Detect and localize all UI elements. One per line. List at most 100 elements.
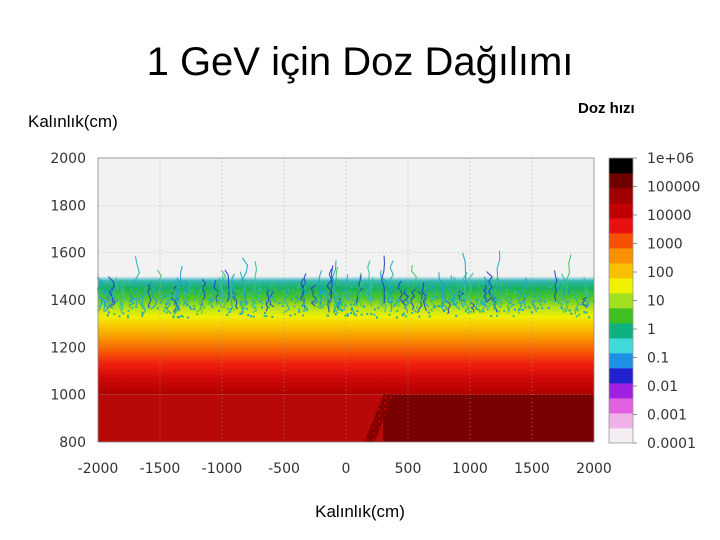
dose-fringe-dot <box>302 314 305 317</box>
colorbar-segment <box>609 308 633 324</box>
dose-fringe-dot <box>164 307 167 310</box>
dose-fringe-dot <box>314 286 317 289</box>
dose-fringe-dot <box>105 293 107 296</box>
dose-fringe-dot <box>378 291 381 294</box>
grid-layer <box>97 157 595 443</box>
dose-fringe-dot <box>442 310 445 312</box>
dose-fringe-dot <box>544 299 547 302</box>
dose-fringe-dot <box>189 305 191 308</box>
dose-fringe-dot <box>104 289 107 292</box>
dose-fringe-dot <box>422 295 425 297</box>
dose-spike <box>219 270 227 306</box>
colorbar-segment <box>609 188 633 204</box>
dose-fringe-dot <box>398 289 401 292</box>
dose-transition-speckle <box>364 394 394 442</box>
x-tick-label: -2000 <box>78 461 119 477</box>
dose-fringe-dot <box>396 310 399 312</box>
dose-fringe-dot <box>110 305 113 308</box>
dose-fringe-dot <box>427 311 430 314</box>
dose-fringe-dot <box>136 289 139 292</box>
dose-fringe-dot <box>366 312 369 315</box>
dose-fringe-dot <box>358 299 361 302</box>
dose-fringe-dot <box>304 291 306 294</box>
dose-fringe-dot <box>294 313 297 316</box>
dose-fringe-dot <box>426 287 428 289</box>
dose-fringe-dot <box>341 289 344 292</box>
dose-spike <box>467 272 474 307</box>
dose-fringe-dot <box>242 307 245 310</box>
dose-fringe-dot <box>139 294 141 297</box>
dose-fringe-dot <box>372 297 374 300</box>
dose-fringe-dot <box>187 289 190 292</box>
dose-fringe-dot <box>557 286 560 289</box>
dose-fringe-dot <box>159 301 162 304</box>
dose-fringe-dot <box>157 307 159 310</box>
dose-spike <box>310 284 318 307</box>
dose-fringe-dot <box>106 307 109 310</box>
dose-fringe-dot <box>193 305 196 307</box>
x-tick-label: -500 <box>268 461 300 477</box>
dose-fringe-dot <box>534 296 537 299</box>
dose-fringe-dot <box>486 286 489 289</box>
dose-fringe-dot <box>283 289 286 292</box>
dose-fringe-dot <box>353 313 356 316</box>
dose-fringe-dot <box>102 299 105 302</box>
dose-fringe-dot <box>538 293 541 296</box>
dose-fringe-dot <box>344 304 347 307</box>
dose-fringe-dot <box>176 316 179 319</box>
dose-fringe-dot <box>414 310 417 313</box>
x-tick-label: -1000 <box>202 461 243 477</box>
dose-fringe-dot <box>297 286 300 289</box>
dose-spike <box>241 257 249 303</box>
dose-fringe-dot <box>186 304 189 307</box>
dose-fringe-dot <box>252 315 255 318</box>
dose-fringe-dot <box>573 296 576 299</box>
dose-fringe-dot <box>168 297 170 300</box>
dose-fringe-dot <box>538 299 540 302</box>
colorbar-segment <box>609 383 633 399</box>
dose-fringe-dot <box>429 287 432 290</box>
dose-fringe-dot <box>442 304 444 307</box>
dose-fringe-dot <box>462 294 465 297</box>
dose-fringe-dot <box>545 294 548 297</box>
dose-fringe-dot <box>247 294 250 297</box>
dose-fringe-dot <box>155 291 158 294</box>
dose-fringe-dot <box>211 305 214 308</box>
dose-fringe-dot <box>549 286 551 288</box>
dose-fringe-dot <box>451 299 454 302</box>
dose-spike <box>553 270 558 302</box>
dose-fringe-dot <box>555 300 558 303</box>
colorbar-label: Doz hızı <box>578 100 635 117</box>
dose-fringe-dot <box>185 293 188 296</box>
dose-fringe-dot <box>210 298 213 301</box>
dose-fringe-dot <box>152 288 155 291</box>
dose-fringe-dot <box>317 305 320 308</box>
dose-fringe-dot <box>128 300 131 303</box>
dose-fringe-dot <box>364 286 366 289</box>
dose-fringe-dot <box>263 315 266 318</box>
dose-fringe-dot <box>264 312 266 315</box>
dose-fringe-dot <box>384 292 387 294</box>
dose-fringe-dot <box>298 308 301 311</box>
dose-fringe-dot <box>352 311 355 314</box>
dose-fringe-dot <box>146 293 149 296</box>
dose-spike <box>532 299 538 313</box>
dose-fringe-dot <box>350 296 353 299</box>
dose-spike <box>457 289 466 302</box>
dose-spike <box>331 266 339 301</box>
dose-fringe-dot <box>388 313 391 316</box>
dose-fringe-dot <box>370 312 373 315</box>
dose-fringe-dot <box>199 289 202 292</box>
colorbar-segment <box>609 398 633 414</box>
dose-fringe-dot <box>393 304 396 307</box>
dose-fringe-dot <box>588 292 591 295</box>
colorbar-tick-label: 1 <box>647 322 656 338</box>
dose-fringe-dot <box>276 287 279 290</box>
colorbar-tick-label: 100000 <box>647 180 700 196</box>
dose-fringe-dot <box>350 312 352 315</box>
dose-fringe-dot <box>564 309 567 312</box>
dose-fringe-dot <box>200 294 203 297</box>
colorbar-segment <box>609 233 633 249</box>
dose-fringe-dot <box>573 290 576 293</box>
dose-fringe-dot <box>319 291 322 294</box>
